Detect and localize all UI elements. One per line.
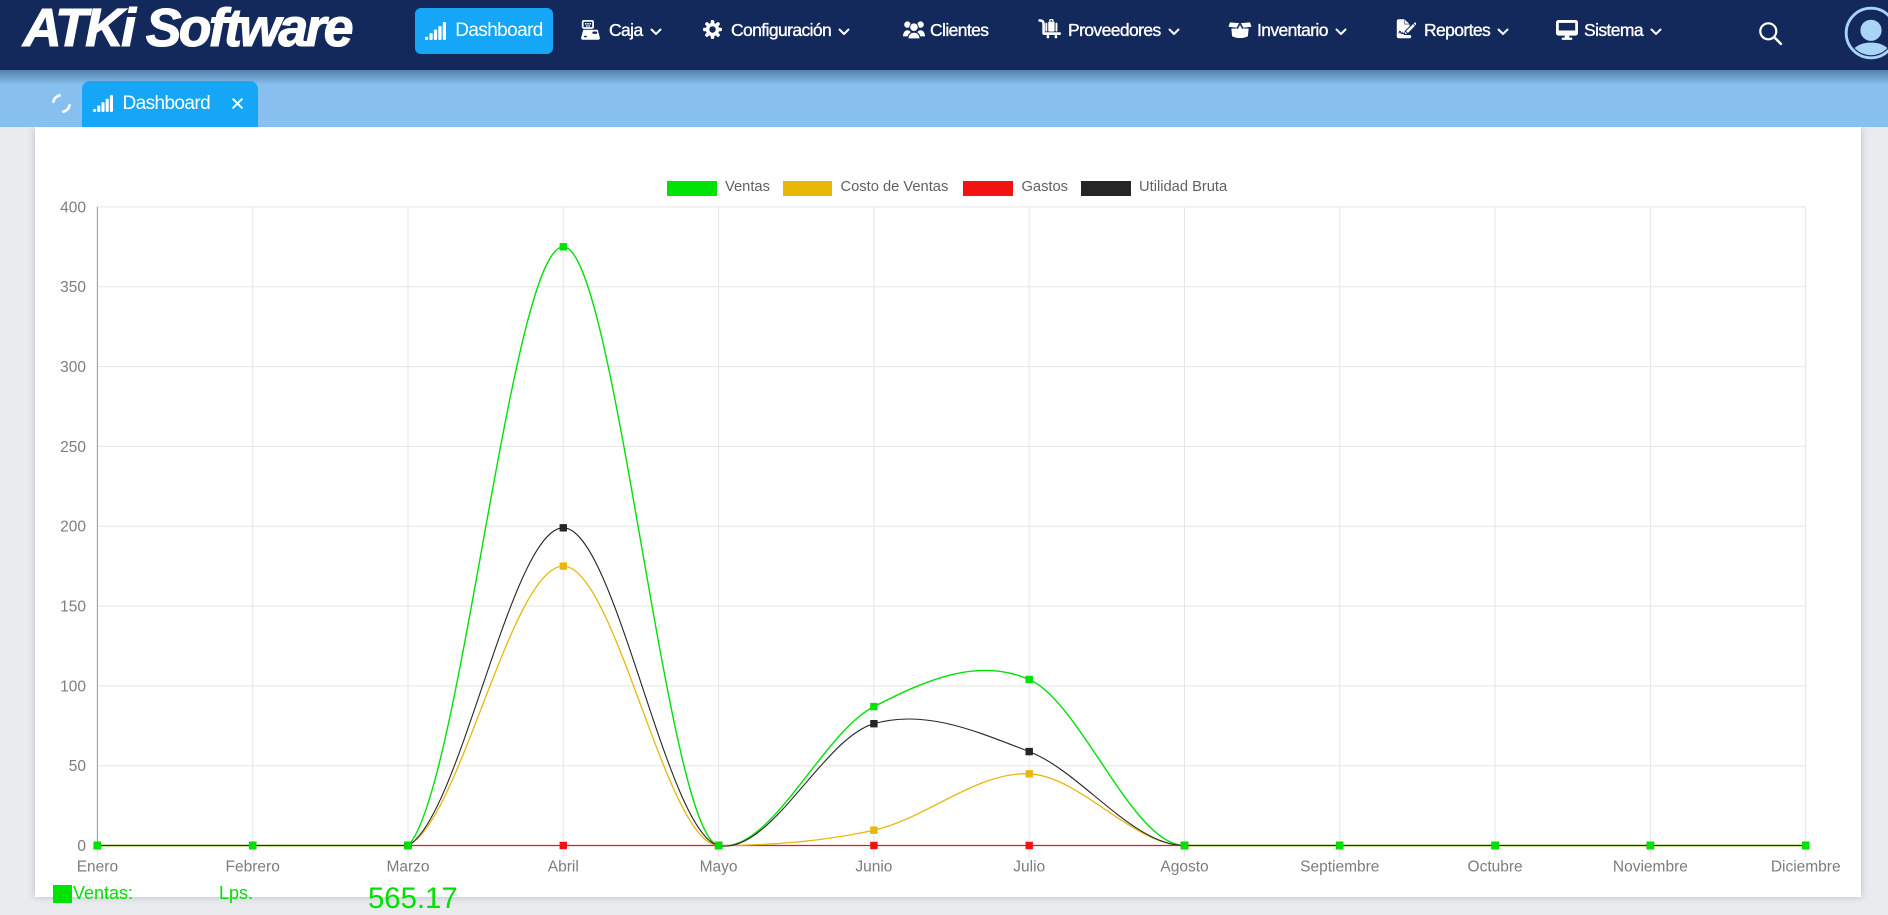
- svg-text:Julio: Julio: [1013, 859, 1045, 876]
- svg-text:Diciembre: Diciembre: [1771, 859, 1841, 876]
- svg-text:350: 350: [60, 279, 86, 296]
- svg-text:Octubre: Octubre: [1468, 859, 1523, 876]
- svg-text:Noviembre: Noviembre: [1613, 859, 1688, 876]
- svg-text:Agosto: Agosto: [1160, 859, 1208, 876]
- svg-text:250: 250: [60, 439, 86, 456]
- svg-text:200: 200: [60, 519, 86, 536]
- svg-text:300: 300: [60, 359, 86, 376]
- svg-text:Junio: Junio: [855, 859, 892, 876]
- svg-text:Septiembre: Septiembre: [1300, 859, 1379, 876]
- svg-text:50: 50: [69, 758, 87, 775]
- svg-text:100: 100: [60, 678, 86, 695]
- svg-text:150: 150: [60, 599, 86, 616]
- svg-text:0: 0: [77, 838, 86, 855]
- svg-text:Febrero: Febrero: [226, 859, 280, 876]
- svg-text:400: 400: [60, 199, 86, 216]
- svg-text:Enero: Enero: [77, 859, 118, 876]
- svg-text:Abril: Abril: [548, 859, 579, 876]
- svg-text:Mayo: Mayo: [700, 859, 738, 876]
- svg-text:Marzo: Marzo: [386, 859, 429, 876]
